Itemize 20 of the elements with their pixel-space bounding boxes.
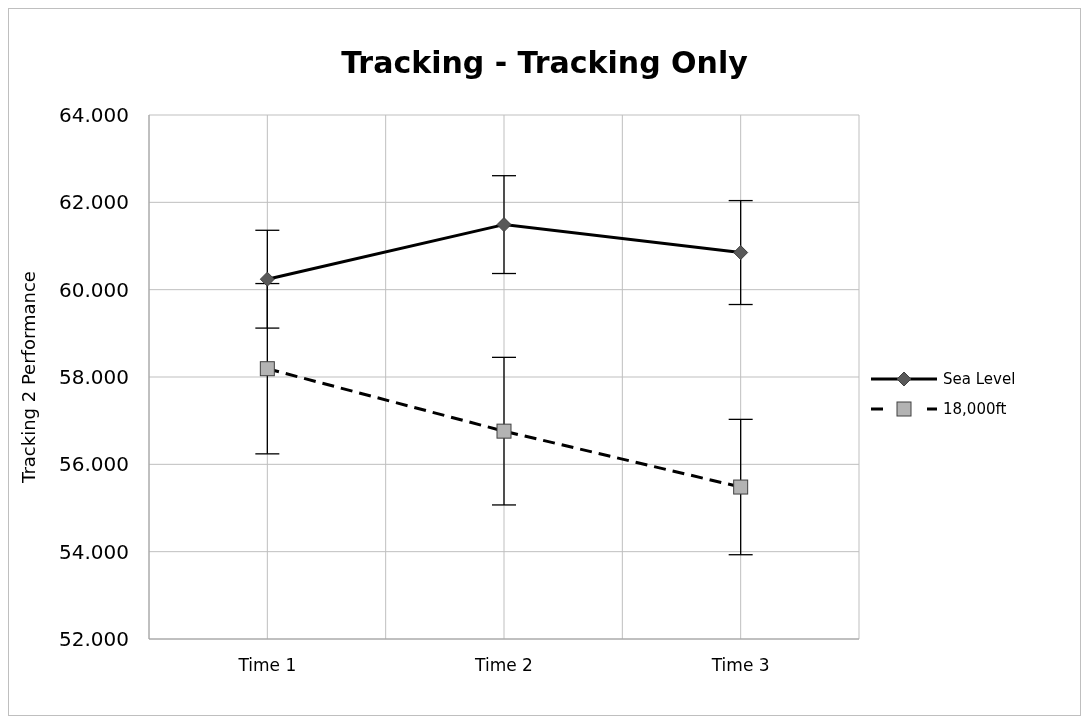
point <box>733 479 749 495</box>
legend-label: Sea Level <box>943 370 1016 388</box>
point <box>496 217 512 233</box>
y-tick-label: 52.000 <box>59 627 129 652</box>
y-tick-label: 56.000 <box>59 452 129 477</box>
y-tick-label: 54.000 <box>59 539 129 564</box>
point <box>259 271 275 287</box>
y-tick-label: 64.000 <box>59 103 129 128</box>
y-tick-label: 58.000 <box>59 365 129 390</box>
legend-label: 18,000ft <box>943 400 1007 418</box>
x-tick-label: Time 3 <box>710 655 770 676</box>
y-axis-title: Tracking 2 Performance <box>18 271 40 484</box>
x-tick-label: Time 2 <box>474 655 533 676</box>
x-tick-label: Time 1 <box>237 655 297 676</box>
point <box>733 245 749 261</box>
point <box>496 423 512 439</box>
chart-title: Tracking - Tracking Only <box>340 44 749 82</box>
point <box>259 361 275 377</box>
y-tick-label: 60.000 <box>59 277 129 302</box>
y-tick-label: 62.000 <box>59 190 129 215</box>
